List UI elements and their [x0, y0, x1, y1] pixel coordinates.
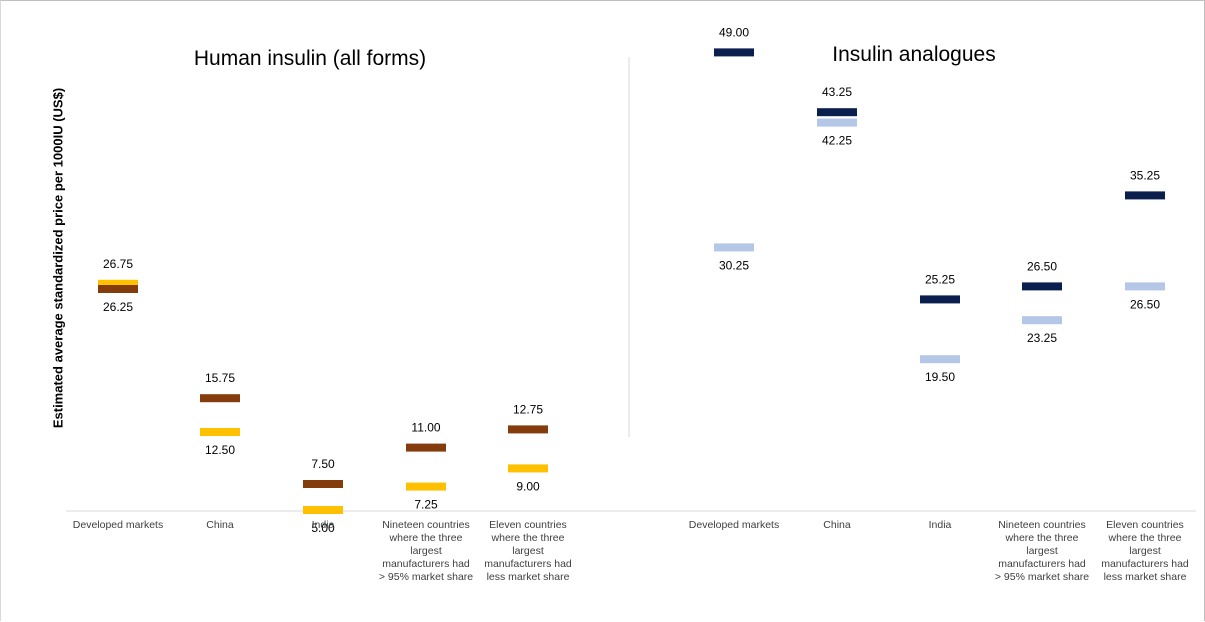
data-label: 19.50 — [925, 370, 955, 384]
x-tick-label: China — [206, 519, 234, 531]
range-mark — [920, 295, 960, 304]
data-label: 35.25 — [1130, 168, 1160, 182]
range-mark — [714, 48, 754, 57]
range-mark — [406, 443, 446, 452]
data-label: 9.00 — [516, 479, 540, 493]
data-label: 11.00 — [411, 421, 440, 435]
data-label: 12.75 — [513, 402, 543, 416]
x-tick-label: Developed markets — [688, 519, 780, 531]
range-mark — [200, 394, 240, 403]
data-label: 26.25 — [103, 300, 133, 314]
range-mark — [508, 425, 548, 434]
data-label: 43.25 — [822, 85, 852, 99]
range-mark — [920, 355, 960, 364]
data-label: 26.50 — [1130, 297, 1160, 311]
panel-title: Human insulin (all forms) — [193, 47, 427, 70]
data-label: 25.25 — [925, 272, 955, 286]
data-label: 42.25 — [822, 134, 852, 148]
x-tick-label: India — [311, 519, 335, 531]
range-mark — [406, 482, 446, 491]
range-mark — [817, 108, 857, 117]
range-mark — [1125, 191, 1165, 200]
x-tick-label: Nineteen countries where the three large… — [378, 519, 474, 583]
range-mark — [1125, 282, 1165, 291]
data-label: 5.00 — [311, 521, 335, 535]
range-mark — [303, 480, 343, 488]
x-tick-label: Nineteen countries where the three large… — [994, 519, 1090, 583]
data-label: 7.25 — [414, 498, 438, 512]
range-mark — [303, 506, 343, 514]
data-label: 26.75 — [103, 257, 133, 271]
range-mark — [200, 428, 240, 436]
range-mark — [817, 118, 857, 127]
data-label: 49.00 — [719, 25, 749, 39]
range-mark — [98, 285, 138, 293]
data-label: 15.75 — [205, 371, 235, 385]
range-mark — [714, 243, 754, 252]
range-mark — [1022, 282, 1062, 291]
data-label: 26.50 — [1027, 259, 1057, 273]
x-tick-label: Developed markets — [72, 519, 164, 531]
data-label: 7.50 — [311, 457, 335, 471]
range-mark — [1022, 316, 1062, 325]
x-tick-label: Eleven countries where the three largest… — [484, 519, 572, 583]
data-label: 23.25 — [1027, 331, 1057, 345]
x-tick-label: China — [823, 519, 851, 531]
range-mark — [98, 279, 138, 288]
data-label: 30.25 — [719, 258, 749, 272]
range-mark — [508, 464, 548, 473]
x-tick-label: India — [928, 519, 952, 531]
x-tick-label: Eleven countries where the three largest… — [1101, 519, 1189, 583]
panel-title: Insulin analogues — [832, 43, 996, 66]
data-label: 12.50 — [205, 443, 235, 457]
